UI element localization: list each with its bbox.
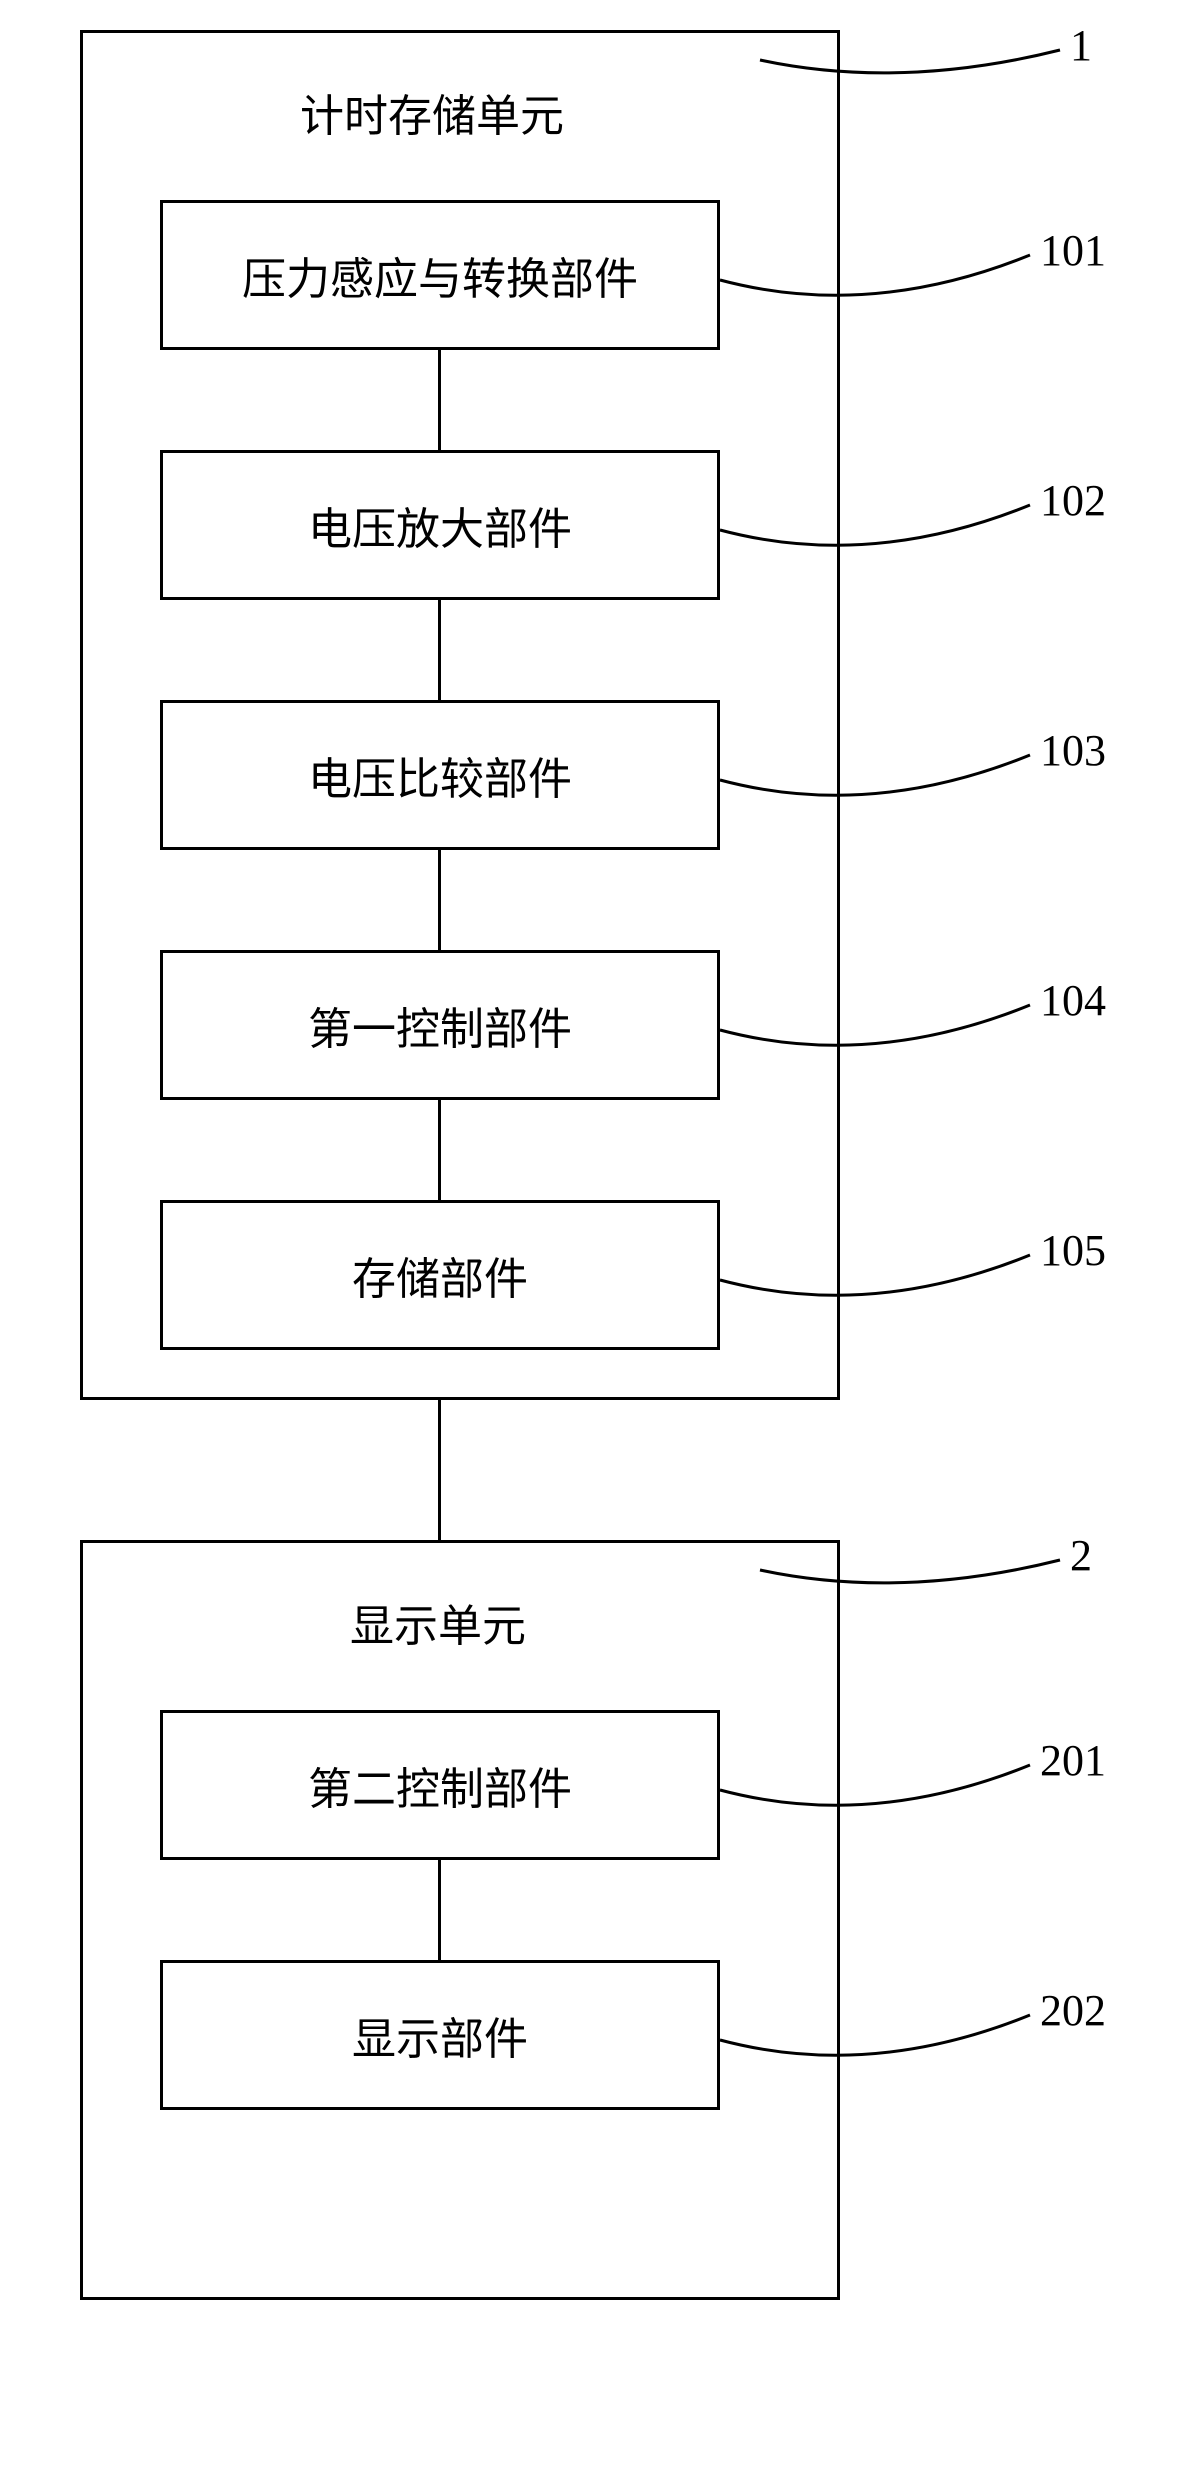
callout-curve-1 [0, 0, 1194, 2491]
ref-1: 1 [1070, 20, 1092, 71]
ref-104: 104 [1040, 975, 1106, 1026]
ref-105: 105 [1040, 1225, 1106, 1276]
ref-102: 102 [1040, 475, 1106, 526]
ref-2: 2 [1070, 1530, 1092, 1581]
ref-201: 201 [1040, 1735, 1106, 1786]
flowchart-diagram: 计时存储单元 压力感应与转换部件 电压放大部件 电压比较部件 第一控制部件 存储… [0, 0, 1194, 2491]
ref-202: 202 [1040, 1985, 1106, 2036]
ref-101: 101 [1040, 225, 1106, 276]
ref-103: 103 [1040, 725, 1106, 776]
